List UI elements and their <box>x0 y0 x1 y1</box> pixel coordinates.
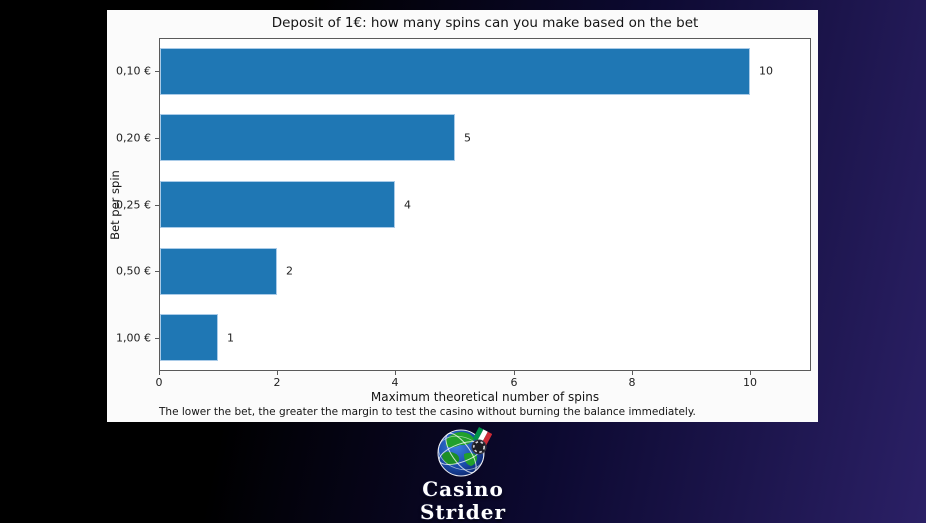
y-tick-label: 1,00 € <box>116 331 151 345</box>
bar-value-label: 1 <box>227 331 234 345</box>
x-tick-mark <box>514 371 515 375</box>
bar-value-label: 4 <box>404 198 411 212</box>
bar-value-label: 10 <box>759 64 773 78</box>
x-tick-mark <box>632 371 633 375</box>
y-tick-mark <box>155 271 159 272</box>
y-tick-mark <box>155 205 159 206</box>
chart-caption: The lower the bet, the greater the margi… <box>159 406 696 418</box>
bar-0,50 € <box>160 248 277 295</box>
chart-figure: Deposit of 1€: how many spins can you ma… <box>107 10 818 422</box>
y-tick-label: 0,50 € <box>116 264 151 278</box>
bar-value-label: 5 <box>464 131 471 145</box>
x-tick-mark <box>750 371 751 375</box>
footer-logo: Casino Strider <box>0 424 926 523</box>
y-tick-mark <box>155 71 159 72</box>
y-tick-label: 0,10 € <box>116 64 151 78</box>
x-tick-label: 10 <box>743 376 757 389</box>
logo-text-line2: Strider <box>419 500 507 523</box>
x-tick-label: 8 <box>628 376 636 389</box>
bar-0,25 € <box>160 181 395 228</box>
x-tick-mark <box>159 371 160 375</box>
chart-title: Deposit of 1€: how many spins can you ma… <box>271 15 699 31</box>
globe-with-italian-flag-and-casino-chip-icon <box>437 427 492 477</box>
x-tick-mark <box>395 371 396 375</box>
x-axis-label: Maximum theoretical number of spins <box>370 390 600 404</box>
x-tick-label: 2 <box>273 376 281 389</box>
bar-value-label: 2 <box>286 264 293 278</box>
bar-1,00 € <box>160 314 218 361</box>
y-tick-mark <box>155 338 159 339</box>
x-tick-label: 6 <box>510 376 518 389</box>
y-tick-mark <box>155 138 159 139</box>
y-tick-label: 0,25 € <box>116 198 151 212</box>
x-tick-label: 0 <box>155 376 163 389</box>
bar-0,20 € <box>160 114 455 161</box>
x-tick-label: 4 <box>391 376 399 389</box>
x-tick-mark <box>277 371 278 375</box>
bar-0,10 € <box>160 48 750 95</box>
y-tick-label: 0,20 € <box>116 131 151 145</box>
logo-text-line1: Casino <box>422 477 504 501</box>
